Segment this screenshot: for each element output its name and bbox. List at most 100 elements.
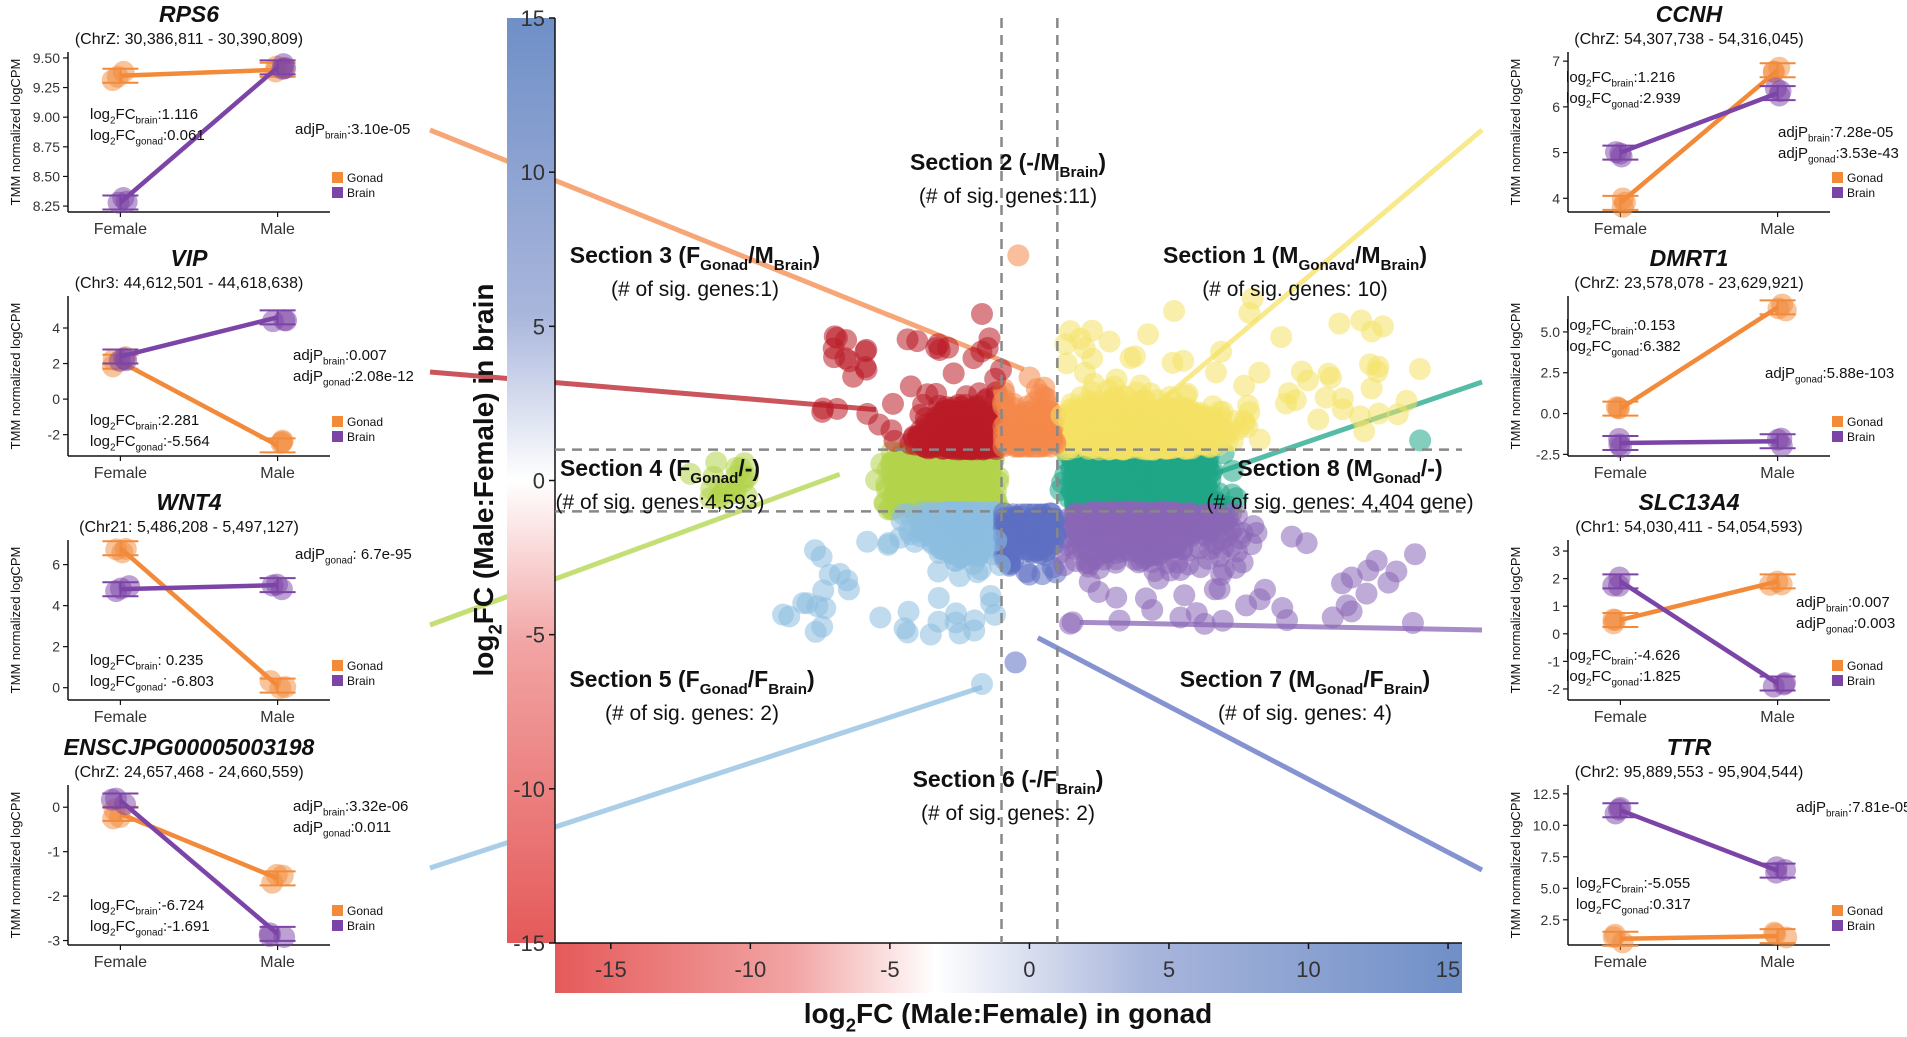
data-point — [953, 430, 976, 453]
legend-label: Gonad — [347, 904, 383, 918]
data-point — [1076, 467, 1099, 490]
panel-line-brain — [1619, 579, 1779, 686]
panel-annotation: log2FCbrain:1.216 — [1566, 69, 1675, 90]
data-point — [1007, 244, 1030, 267]
data-point — [1137, 323, 1160, 346]
data-point — [792, 592, 815, 615]
data-point — [1317, 362, 1340, 385]
data-point — [1242, 514, 1265, 537]
data-point — [1105, 368, 1128, 391]
data-point — [1205, 422, 1228, 445]
panel-y-tick-label: 10.0 — [1533, 817, 1560, 833]
legend-label: Gonad — [1847, 415, 1883, 429]
panel-x-tick-label: Female — [1594, 954, 1647, 971]
data-point — [714, 476, 737, 499]
x-tick-label: 0 — [1023, 957, 1035, 982]
data-point — [970, 303, 993, 325]
legend-label: Brain — [1847, 919, 1875, 933]
panel-y-tick-label: 2 — [52, 356, 60, 372]
data-point — [856, 402, 879, 425]
data-point — [1053, 554, 1076, 577]
panel-y-tick-label: 4 — [52, 598, 60, 614]
data-point — [1140, 536, 1163, 559]
panel-annotation: log2FCgonad:1.825 — [1566, 668, 1681, 689]
panel-y-tick-label: 2.5 — [1541, 912, 1561, 928]
y-tick-label: -15 — [513, 931, 545, 956]
data-point — [899, 375, 922, 398]
data-point — [881, 392, 904, 415]
panel-dmrt1: DMRT1 (ChrZ: 23,578,078 - 23,629,921) -2.5… — [1508, 245, 1894, 482]
panel-y-axis-title: TMM normalized logCPM — [1508, 547, 1523, 694]
legend-swatch-gonad — [1832, 660, 1843, 671]
legend-swatch-brain — [1832, 920, 1843, 931]
panel-annotation: log2FCgonad:6.382 — [1566, 338, 1681, 359]
data-point — [1125, 481, 1148, 504]
panel-y-tick-label: 0 — [52, 391, 60, 407]
data-point — [1188, 537, 1211, 560]
panel-x-tick-label: Male — [260, 221, 295, 238]
panel-point-gonad — [1611, 195, 1634, 218]
data-point — [1349, 405, 1372, 428]
data-point — [1016, 539, 1039, 562]
data-point — [1088, 557, 1111, 580]
x-tick-label: -5 — [880, 957, 900, 982]
panel-x-tick-label: Male — [1760, 465, 1795, 482]
data-point — [906, 425, 929, 448]
panel-annotation: adjPgonad:2.08e-12 — [293, 368, 414, 389]
panel-y-tick-label: 0 — [1552, 626, 1560, 642]
panel-title: RPS6 — [159, 1, 219, 27]
panel-title: WNT4 — [156, 489, 221, 515]
panel-annotation: adjPgonad:3.53e-43 — [1778, 145, 1899, 166]
section-label-s3: Section 3 (FGonad/MBrain) — [570, 242, 820, 274]
y-tick-label: -5 — [525, 623, 545, 648]
panel-y-tick-label: 0.0 — [1541, 406, 1561, 422]
data-point — [1350, 309, 1373, 332]
panel-subtitle: (ChrZ: 54,307,738 - 54,316,045) — [1574, 31, 1803, 48]
data-point — [890, 509, 913, 532]
legend-swatch-brain — [332, 431, 343, 442]
panel-line-brain — [118, 798, 280, 936]
data-point — [1126, 502, 1149, 525]
data-point — [1108, 609, 1131, 632]
panel-point-brain — [1770, 427, 1793, 450]
data-point — [736, 465, 759, 488]
panel-y-tick-label: -3 — [48, 933, 61, 949]
connector-vip — [429, 369, 877, 413]
data-point — [1094, 435, 1117, 458]
panel-y-tick-label: 9.50 — [33, 50, 60, 66]
data-point — [1314, 386, 1337, 409]
data-point — [1307, 408, 1330, 431]
data-point — [992, 395, 1015, 418]
panel-line-brain — [1619, 808, 1779, 873]
panel-line-gonad — [119, 359, 279, 448]
panel-x-tick-label: Female — [1594, 709, 1647, 726]
panel-title: SLC13A4 — [1639, 489, 1740, 515]
panel-annotation: adjPbrain:7.81e-05 — [1796, 799, 1907, 820]
data-point — [928, 423, 951, 446]
data-point — [962, 398, 985, 421]
data-point — [1367, 402, 1390, 425]
legend-label: Gonad — [1847, 904, 1883, 918]
panel-annotation: log2FCgonad:2.939 — [1566, 90, 1681, 111]
panel-y-tick-label: 0 — [52, 680, 60, 696]
legend-label: Brain — [347, 186, 375, 200]
panel-x-tick-label: Male — [1760, 709, 1795, 726]
panel-y-tick-label: 9.25 — [33, 80, 60, 96]
main-scatter-plot: 15 10 5 0 -5 -10 -15 -15 -10 -5 0 5 10 15 log2FC (Male… — [468, 6, 1474, 1035]
data-point — [837, 578, 860, 601]
panel-y-tick-label: 8.50 — [33, 168, 60, 184]
section-count-s8: (# of sig. genes: 4,404 gene) — [1206, 491, 1473, 514]
data-point — [1182, 458, 1205, 481]
data-point — [985, 529, 1008, 552]
panel-point-gonad — [1611, 931, 1634, 954]
data-point — [916, 383, 939, 406]
legend-label: Gonad — [347, 415, 383, 429]
center-gap — [1014, 457, 1045, 504]
panel-title: VIP — [170, 245, 208, 271]
data-point — [1050, 404, 1073, 427]
data-point — [1004, 651, 1027, 674]
data-point — [976, 337, 999, 360]
panel-y-tick-label: 5 — [1552, 145, 1560, 161]
panel-line-gonad — [1618, 68, 1780, 205]
data-point — [1270, 326, 1293, 349]
